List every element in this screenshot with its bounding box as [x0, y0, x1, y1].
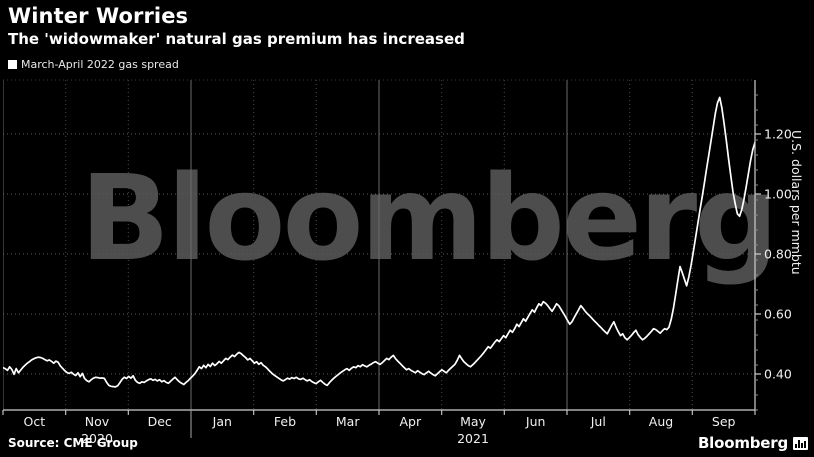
brand-text: Bloomberg [697, 434, 788, 452]
y-axis-title: U.S. dollars per mmbtu [789, 130, 804, 275]
x-axis-tick-label: Jul [590, 414, 606, 429]
y-axis-tick-label: 0.60 [764, 306, 792, 322]
y-axis-ticks [755, 94, 761, 411]
y-axis-tick-label: 0.80 [764, 246, 792, 262]
x-axis-tick-label: Aug [648, 414, 674, 429]
x-axis-tick-label: Jun [525, 414, 546, 429]
x-axis-year-label: 2021 [457, 431, 489, 446]
x-axis-tick-label: Jan [212, 414, 232, 429]
data-series-line [3, 96, 755, 388]
x-axis-tick-label: Apr [399, 414, 422, 429]
bloomberg-terminal-icon [793, 436, 808, 450]
legend-swatch-icon [8, 60, 17, 69]
y-axis-tick-label: 0.40 [764, 366, 792, 382]
x-axis-tick-label: Mar [335, 414, 360, 429]
bloomberg-brand: Bloomberg [698, 434, 808, 452]
x-axis-tick-label: Sep [711, 414, 736, 429]
x-axis-tick-label: Dec [147, 414, 172, 429]
axis-lines [3, 79, 756, 411]
x-axis-tick-label: Nov [84, 414, 110, 429]
line-chart-plot [3, 80, 755, 410]
y-axis-tick-label: 1.00 [764, 186, 792, 202]
x-axis-tick-label: Feb [273, 414, 297, 429]
source-note: Source: CME Group [8, 436, 138, 450]
page-title: Winter Worries [8, 4, 189, 28]
x-axis-tick-label: May [460, 414, 486, 429]
page-subtitle: The 'widowmaker' natural gas premium has… [8, 30, 465, 48]
x-axis-year-label: 2020 [81, 431, 113, 446]
chart-legend: March-April 2022 gas spread [8, 58, 179, 71]
x-axis-tick-label: Oct [23, 414, 46, 429]
legend-label: March-April 2022 gas spread [21, 58, 179, 71]
chart-month-separators [3, 80, 755, 410]
x-axis-ticks [2, 410, 756, 438]
y-axis-tick-label: 1.20 [764, 126, 792, 142]
